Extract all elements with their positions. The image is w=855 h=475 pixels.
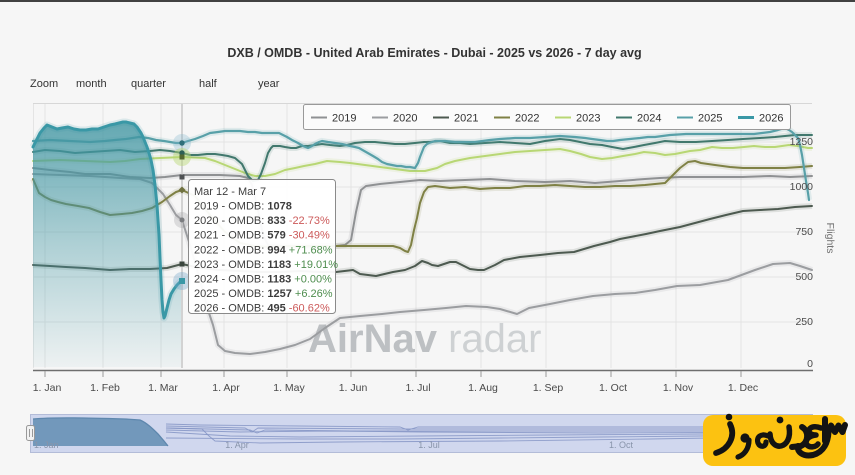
svg-text:2025 - OMDB: 1257 +6.26%: 2025 - OMDB: 1257 +6.26% bbox=[194, 288, 333, 300]
svg-text:750: 750 bbox=[795, 226, 813, 238]
svg-text:500: 500 bbox=[795, 271, 813, 283]
svg-text:1. Nov: 1. Nov bbox=[663, 382, 694, 394]
svg-text:1. Jun: 1. Jun bbox=[339, 382, 368, 394]
svg-text:2019: 2019 bbox=[332, 113, 356, 125]
svg-text:2019 - OMDB: 1078: 2019 - OMDB: 1078 bbox=[194, 201, 292, 213]
svg-text:2020: 2020 bbox=[393, 113, 417, 125]
svg-text:2025: 2025 bbox=[698, 113, 722, 125]
svg-text:2020 - OMDB: 833 -22.73%: 2020 - OMDB: 833 -22.73% bbox=[194, 215, 330, 227]
svg-text:Mar 12 - Mar 7: Mar 12 - Mar 7 bbox=[194, 186, 266, 198]
svg-text:1. Jan: 1. Jan bbox=[34, 440, 59, 450]
svg-text:1. Oct: 1. Oct bbox=[609, 440, 634, 450]
svg-text:0: 0 bbox=[807, 358, 813, 370]
svg-text:2024: 2024 bbox=[637, 113, 661, 125]
svg-text:1. Feb: 1. Feb bbox=[90, 382, 120, 394]
svg-text:2024 - OMDB: 1183 +0.00%: 2024 - OMDB: 1183 +0.00% bbox=[194, 274, 332, 286]
svg-text:1. Aug: 1. Aug bbox=[468, 382, 498, 394]
svg-text:AirNav radar: AirNav radar bbox=[308, 317, 541, 361]
svg-text:2021: 2021 bbox=[454, 113, 478, 125]
svg-text:2026: 2026 bbox=[759, 113, 783, 125]
svg-text:1. Dec: 1. Dec bbox=[728, 382, 758, 394]
svg-text:2021 - OMDB: 579 -30.49%: 2021 - OMDB: 579 -30.49% bbox=[194, 230, 330, 242]
svg-text:1. Mar: 1. Mar bbox=[148, 382, 178, 394]
svg-text:2026 - OMDB: 495 -60.62%: 2026 - OMDB: 495 -60.62% bbox=[194, 303, 330, 315]
svg-text:2022: 2022 bbox=[515, 113, 539, 125]
svg-text:1000: 1000 bbox=[790, 181, 814, 193]
svg-text:2023 - OMDB: 1183 +19.01%: 2023 - OMDB: 1183 +19.01% bbox=[194, 259, 338, 271]
svg-text:1250: 1250 bbox=[790, 136, 814, 148]
svg-text:1. May: 1. May bbox=[273, 382, 305, 394]
svg-text:1. Jul: 1. Jul bbox=[418, 440, 440, 450]
svg-text:2023: 2023 bbox=[576, 113, 600, 125]
svg-text:Flights: Flights bbox=[824, 223, 836, 254]
svg-text:1. Jul: 1. Jul bbox=[405, 382, 430, 394]
svg-text:2022 - OMDB: 994 +71.68%: 2022 - OMDB: 994 +71.68% bbox=[194, 244, 333, 256]
svg-text:1. Jan: 1. Jan bbox=[33, 382, 62, 394]
svg-text:1. Sep: 1. Sep bbox=[533, 382, 564, 394]
svg-text:250: 250 bbox=[795, 316, 813, 328]
svg-text:1. Apr: 1. Apr bbox=[225, 440, 249, 450]
svg-text:1. Oct: 1. Oct bbox=[599, 382, 627, 394]
svg-text:1. Apr: 1. Apr bbox=[212, 382, 240, 394]
